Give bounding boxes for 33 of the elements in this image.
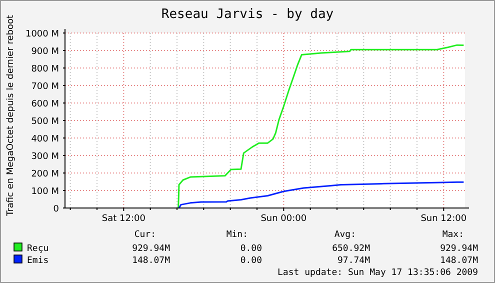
y-tick-label: 300 M [31,152,59,162]
y-tick-label: 100 M [31,187,59,197]
x-tick-label: Sun 12:00 [420,214,467,224]
text: 929.94M [440,244,479,254]
text: 0.00 [240,244,262,254]
y-tick-label: 800 M [31,64,59,74]
text: 148.07M [132,256,171,266]
line-series [178,44,464,209]
x-tick-label: Sun 00:00 [260,214,307,224]
text: Avg: [334,230,356,240]
x-tick-label: Sat 12:00 [102,214,146,224]
text: 650.92M [332,244,371,254]
text: Last update: Sun May 17 13:35:06 2009 [278,268,478,278]
text: 148.07M [440,256,479,266]
y-axis-title: Trafic en MegaOctet depuis le dernier reboot [6,14,16,217]
y-tick-label: 700 M [31,82,59,92]
legend-label: Reçu [27,244,49,254]
y-tick-label: 0 [53,204,60,214]
text: Max: [442,230,464,240]
text: 97.74M [337,256,371,266]
y-tick-label: 900 M [31,47,59,57]
legend-label: Emis [27,256,49,266]
y-tick-label: 600 M [31,100,59,110]
y-tick-label: 500 M [31,117,59,127]
y-tick-label: 1000 M [25,30,59,40]
text: Cur: [134,230,156,240]
text: 0.00 [240,256,262,266]
chart-title: Reseau Jarvis - by day [161,7,334,22]
y-tick-label: 400 M [31,134,59,144]
line-series [178,181,464,209]
text: Min: [226,230,248,240]
y-tick-label: 200 M [31,170,59,180]
text: 929.94M [132,244,171,254]
